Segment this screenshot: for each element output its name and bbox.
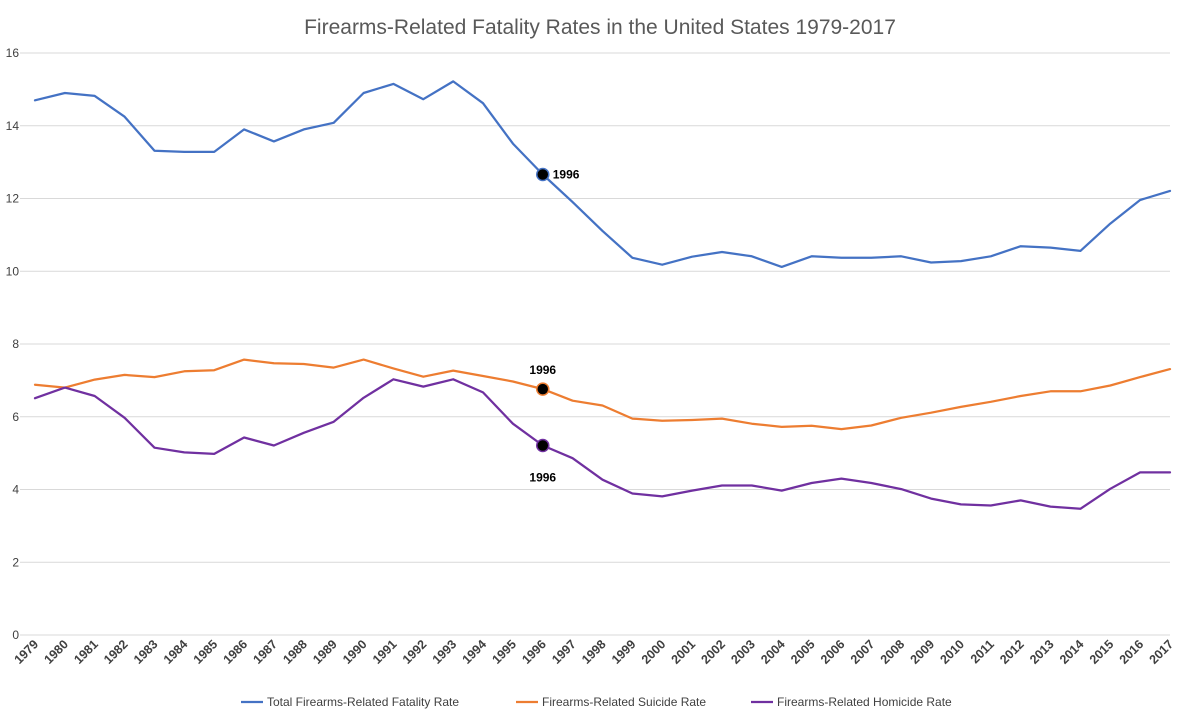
x-tick-label: 2012 [997,637,1027,667]
x-tick-label: 1995 [489,637,519,667]
legend-label: Total Firearms-Related Fatality Rate [267,695,459,709]
y-tick-label: 6 [12,410,19,424]
chart-title: Firearms-Related Fatality Rates in the U… [304,16,896,39]
annotation-label: 1996 [529,470,556,484]
x-tick-label: 2016 [1117,637,1147,667]
y-tick-label: 8 [12,337,19,351]
y-axis-ticks: 0 2 4 6 8 10 12 14 16 [6,46,20,642]
x-tick-label: 2004 [758,637,788,667]
annotation-label: 1996 [553,167,580,181]
x-tick-label: 2010 [937,637,967,667]
series-line-0 [33,80,1172,269]
y-tick-label: 12 [6,192,20,206]
x-tick-label: 1991 [370,637,400,667]
x-tick-label: 2008 [878,637,908,667]
y-tick-label: 0 [12,628,19,642]
x-tick-label: 2017 [1147,637,1177,667]
x-tick-label: 1982 [101,637,131,667]
x-tick-label: 2001 [669,637,699,667]
x-tick-label: 1981 [71,637,101,667]
x-tick-label: 1989 [310,637,340,667]
legend: Total Firearms-Related Fatality Rate Fire… [241,695,952,709]
x-axis-ticks: 1979 1980 1981 1982 1983 1984 1985 1986 1987 1988… [12,637,1177,667]
x-tick-label: 1983 [131,637,161,667]
y-tick-label: 4 [12,483,19,497]
x-tick-label: 2002 [699,637,729,667]
x-tick-label: 2000 [639,637,669,667]
annotation-label: 1996 [529,363,556,377]
series-line-1 [33,358,1172,431]
x-tick-label: 1992 [400,637,430,667]
x-tick-label: 1998 [579,637,609,667]
x-tick-label: 1997 [549,637,579,667]
x-tick-label: 1994 [460,637,490,667]
x-tick-label: 2013 [1027,637,1057,667]
x-tick-label: 2007 [848,637,878,667]
x-tick-label: 1980 [41,637,71,667]
y-tick-label: 10 [6,264,20,278]
x-tick-label: 2003 [728,637,758,667]
y-tick-label: 2 [12,555,19,569]
x-tick-label: 1984 [161,637,191,667]
legend-label: Firearms-Related Homicide Rate [777,695,952,709]
legend-label: Firearms-Related Suicide Rate [542,695,706,709]
annotation-marker [536,438,550,453]
x-tick-label: 1990 [340,637,370,667]
annotation-marker [536,382,550,396]
y-tick-label: 14 [6,119,20,133]
series-lines [33,80,1172,510]
x-tick-label: 2005 [788,637,818,667]
gridlines [20,52,1170,636]
x-tick-label: 1988 [280,637,310,667]
series-line-2 [33,378,1172,510]
y-tick-label: 16 [6,46,20,60]
x-tick-label: 2009 [908,637,938,667]
x-tick-label: 1996 [519,637,549,667]
annotations: 1996 1996 1996 [529,167,579,484]
x-tick-label: 1986 [221,637,251,667]
x-tick-label: 2015 [1087,637,1117,667]
x-tick-label: 2014 [1057,637,1087,667]
x-tick-label: 2011 [968,637,997,666]
x-tick-label: 1985 [191,637,221,667]
x-tick-label: 1993 [430,637,460,667]
x-tick-label: 1999 [609,637,639,667]
x-tick-label: 1987 [251,637,281,667]
x-tick-label: 2006 [818,637,848,667]
annotation-marker [536,167,550,182]
